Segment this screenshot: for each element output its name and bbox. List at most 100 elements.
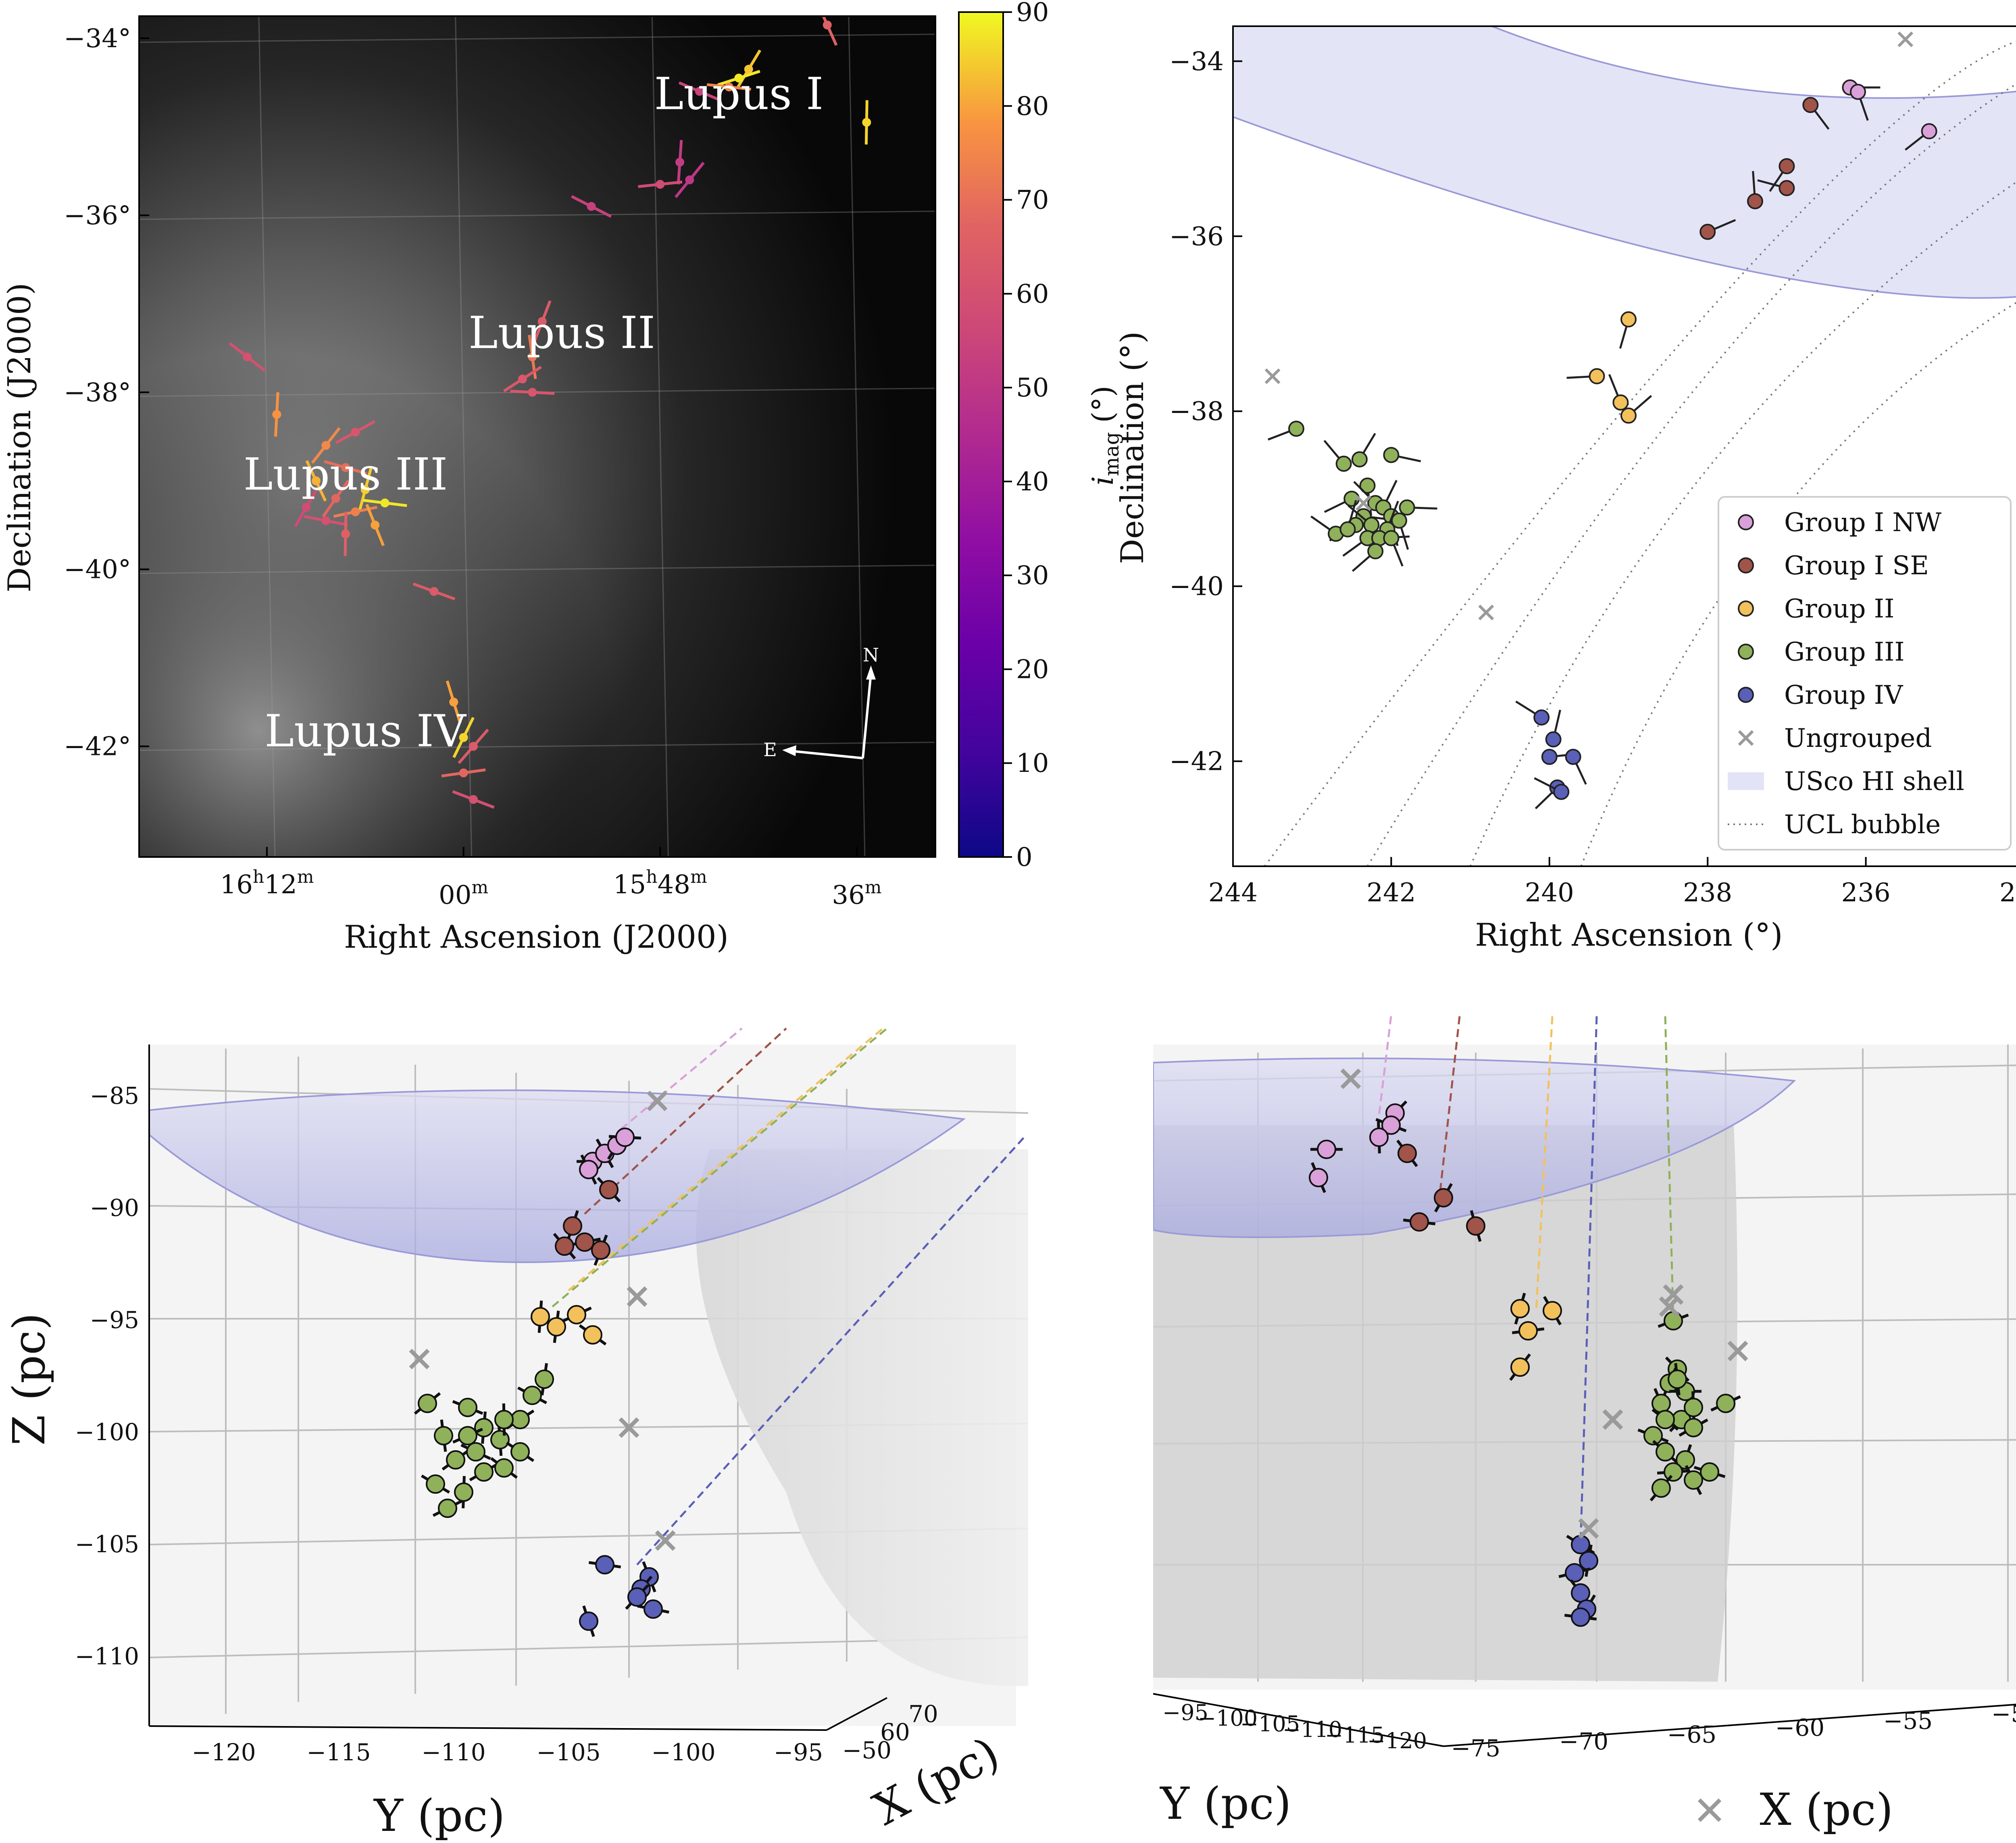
group-point-3d (1664, 1462, 1683, 1482)
group-point (1339, 521, 1356, 538)
z-tick-label: −90 (90, 1194, 139, 1222)
legend-label: Group I NW (1784, 508, 1941, 538)
ucl-bubble-arc (1580, 302, 2016, 866)
star-point (744, 65, 753, 74)
ungrouped-marker-3d (1602, 1409, 1623, 1430)
group-point-3d (575, 1232, 594, 1252)
ungrouped-marker-3d (619, 1417, 639, 1438)
x-tick-label: 70 (908, 1700, 938, 1728)
x-tick-label: −60 (1775, 1714, 1824, 1741)
group-point (1699, 223, 1716, 240)
tl-ylabel: Declination (J2000) (2, 283, 38, 592)
tl-xlabel: Right Ascension (J2000) (344, 919, 729, 955)
x-tick-label: 240 (1525, 878, 1574, 908)
group-point-3d (1309, 1168, 1328, 1187)
x-tick-label: 60 (880, 1718, 910, 1746)
x-tick-label: 234 (1999, 878, 2016, 908)
group-point (1367, 543, 1384, 559)
legend-swatch (1738, 600, 1754, 617)
star-point (537, 317, 547, 326)
group-point-3d (563, 1216, 582, 1236)
ungrouped-marker-3d (1578, 1518, 1599, 1539)
ungrouped-marker-3d (627, 1286, 648, 1307)
x-tick-label: −65 (1667, 1721, 1716, 1748)
group-point (1779, 180, 1795, 196)
region-label: Lupus IV (264, 705, 467, 757)
projection-line (584, 1028, 787, 1215)
grid-ra-line (848, 16, 866, 857)
y-tick-label: −40 (1169, 572, 1224, 602)
y-tick-label: −120 (1367, 1728, 1427, 1753)
group-point-3d (1397, 1144, 1417, 1163)
group-point-3d (446, 1450, 465, 1470)
legend-label: Group III (1784, 637, 1905, 667)
group-point-3d (591, 1240, 610, 1260)
star-point (459, 733, 468, 742)
star-point (528, 352, 537, 361)
ucl-bubble-arc (1366, 83, 2016, 866)
projection-line (620, 1028, 743, 1130)
group-point (1335, 455, 1352, 472)
star-point (823, 20, 832, 29)
group-point-3d (1684, 1398, 1703, 1417)
compass-north: N (863, 644, 879, 666)
ungrouped-marker (1897, 31, 1914, 48)
y-tick-label: −105 (536, 1739, 600, 1766)
group-point-3d (1410, 1212, 1429, 1232)
group-point (1620, 407, 1637, 424)
x-tick-label: 00m (439, 877, 488, 910)
group-point-3d (1579, 1551, 1598, 1570)
group-point-3d (1716, 1394, 1735, 1413)
group-point-3d (644, 1599, 663, 1619)
star-point (331, 494, 340, 503)
group-point (1565, 748, 1581, 765)
y-tick-label: −95 (1162, 1700, 1208, 1725)
bl-ylabel: Y (pc) (373, 1790, 505, 1841)
colorbar-tick-label: 20 (1016, 655, 1049, 684)
ra-dec-scatter-panel: 244 242 240 238 236 234 −34 −36 −38 −40 −42 Group … (1114, 25, 2016, 953)
ungrouped-marker-3d (1340, 1068, 1361, 1089)
colorbar-tick-label: 40 (1016, 467, 1049, 497)
group-point-3d (627, 1587, 647, 1607)
x-tick-label: −70 (1559, 1728, 1608, 1755)
z-tick-label: −105 (75, 1530, 139, 1558)
projection-line (1664, 1016, 1674, 1319)
ungrouped-marker-3d (1659, 1296, 1680, 1317)
3d-view-panel-yz: −85 −90 −95 −100 −105 −110 −120 −115 −110 −105 −10… (3, 1028, 1028, 1841)
y-tick-label: −36 (1169, 222, 1224, 252)
group-point-3d (1664, 1311, 1683, 1330)
y-tick-label: −38° (64, 378, 131, 408)
ucl-bubble-arc (1264, 40, 2016, 866)
group-point-3d (1700, 1462, 1719, 1482)
y-tick-label: −42 (1169, 747, 1224, 777)
colorbar-tick-label: 70 (1016, 186, 1049, 215)
group-point-3d (458, 1398, 477, 1417)
group-point-3d (579, 1612, 598, 1631)
colorbar-tick-label: 50 (1016, 373, 1049, 403)
group-point (1802, 97, 1819, 113)
x-tick-label: −55 (1883, 1707, 1933, 1735)
group-point-3d (494, 1410, 514, 1429)
sky-map-panel: −34° −36° −38° −40° −42° 16h12m 00m 15h48m 36m L… (2, 0, 1123, 955)
group-point-3d (1466, 1216, 1485, 1236)
group-point-3d (1571, 1607, 1590, 1627)
star-point (371, 520, 380, 530)
br-xlabel: X (pc) (1760, 1784, 1893, 1835)
star-point (469, 795, 478, 804)
legend-label: Ungrouped (1784, 723, 1932, 753)
usco-hi-shell (1233, 26, 2016, 299)
group-point-3d (579, 1160, 598, 1179)
star-point (321, 441, 331, 450)
star-point (528, 388, 537, 397)
group-point-3d (1668, 1370, 1687, 1389)
y-tick-label: −120 (192, 1739, 256, 1766)
star-point (695, 87, 704, 96)
group-point-3d (1684, 1470, 1703, 1490)
group-point-3d (1369, 1128, 1389, 1147)
group-point-3d (523, 1386, 542, 1405)
x-tick-label: 16h12m (220, 867, 314, 900)
legend-swatch (1738, 730, 1754, 746)
star-point (351, 427, 360, 437)
star-point (469, 742, 478, 751)
